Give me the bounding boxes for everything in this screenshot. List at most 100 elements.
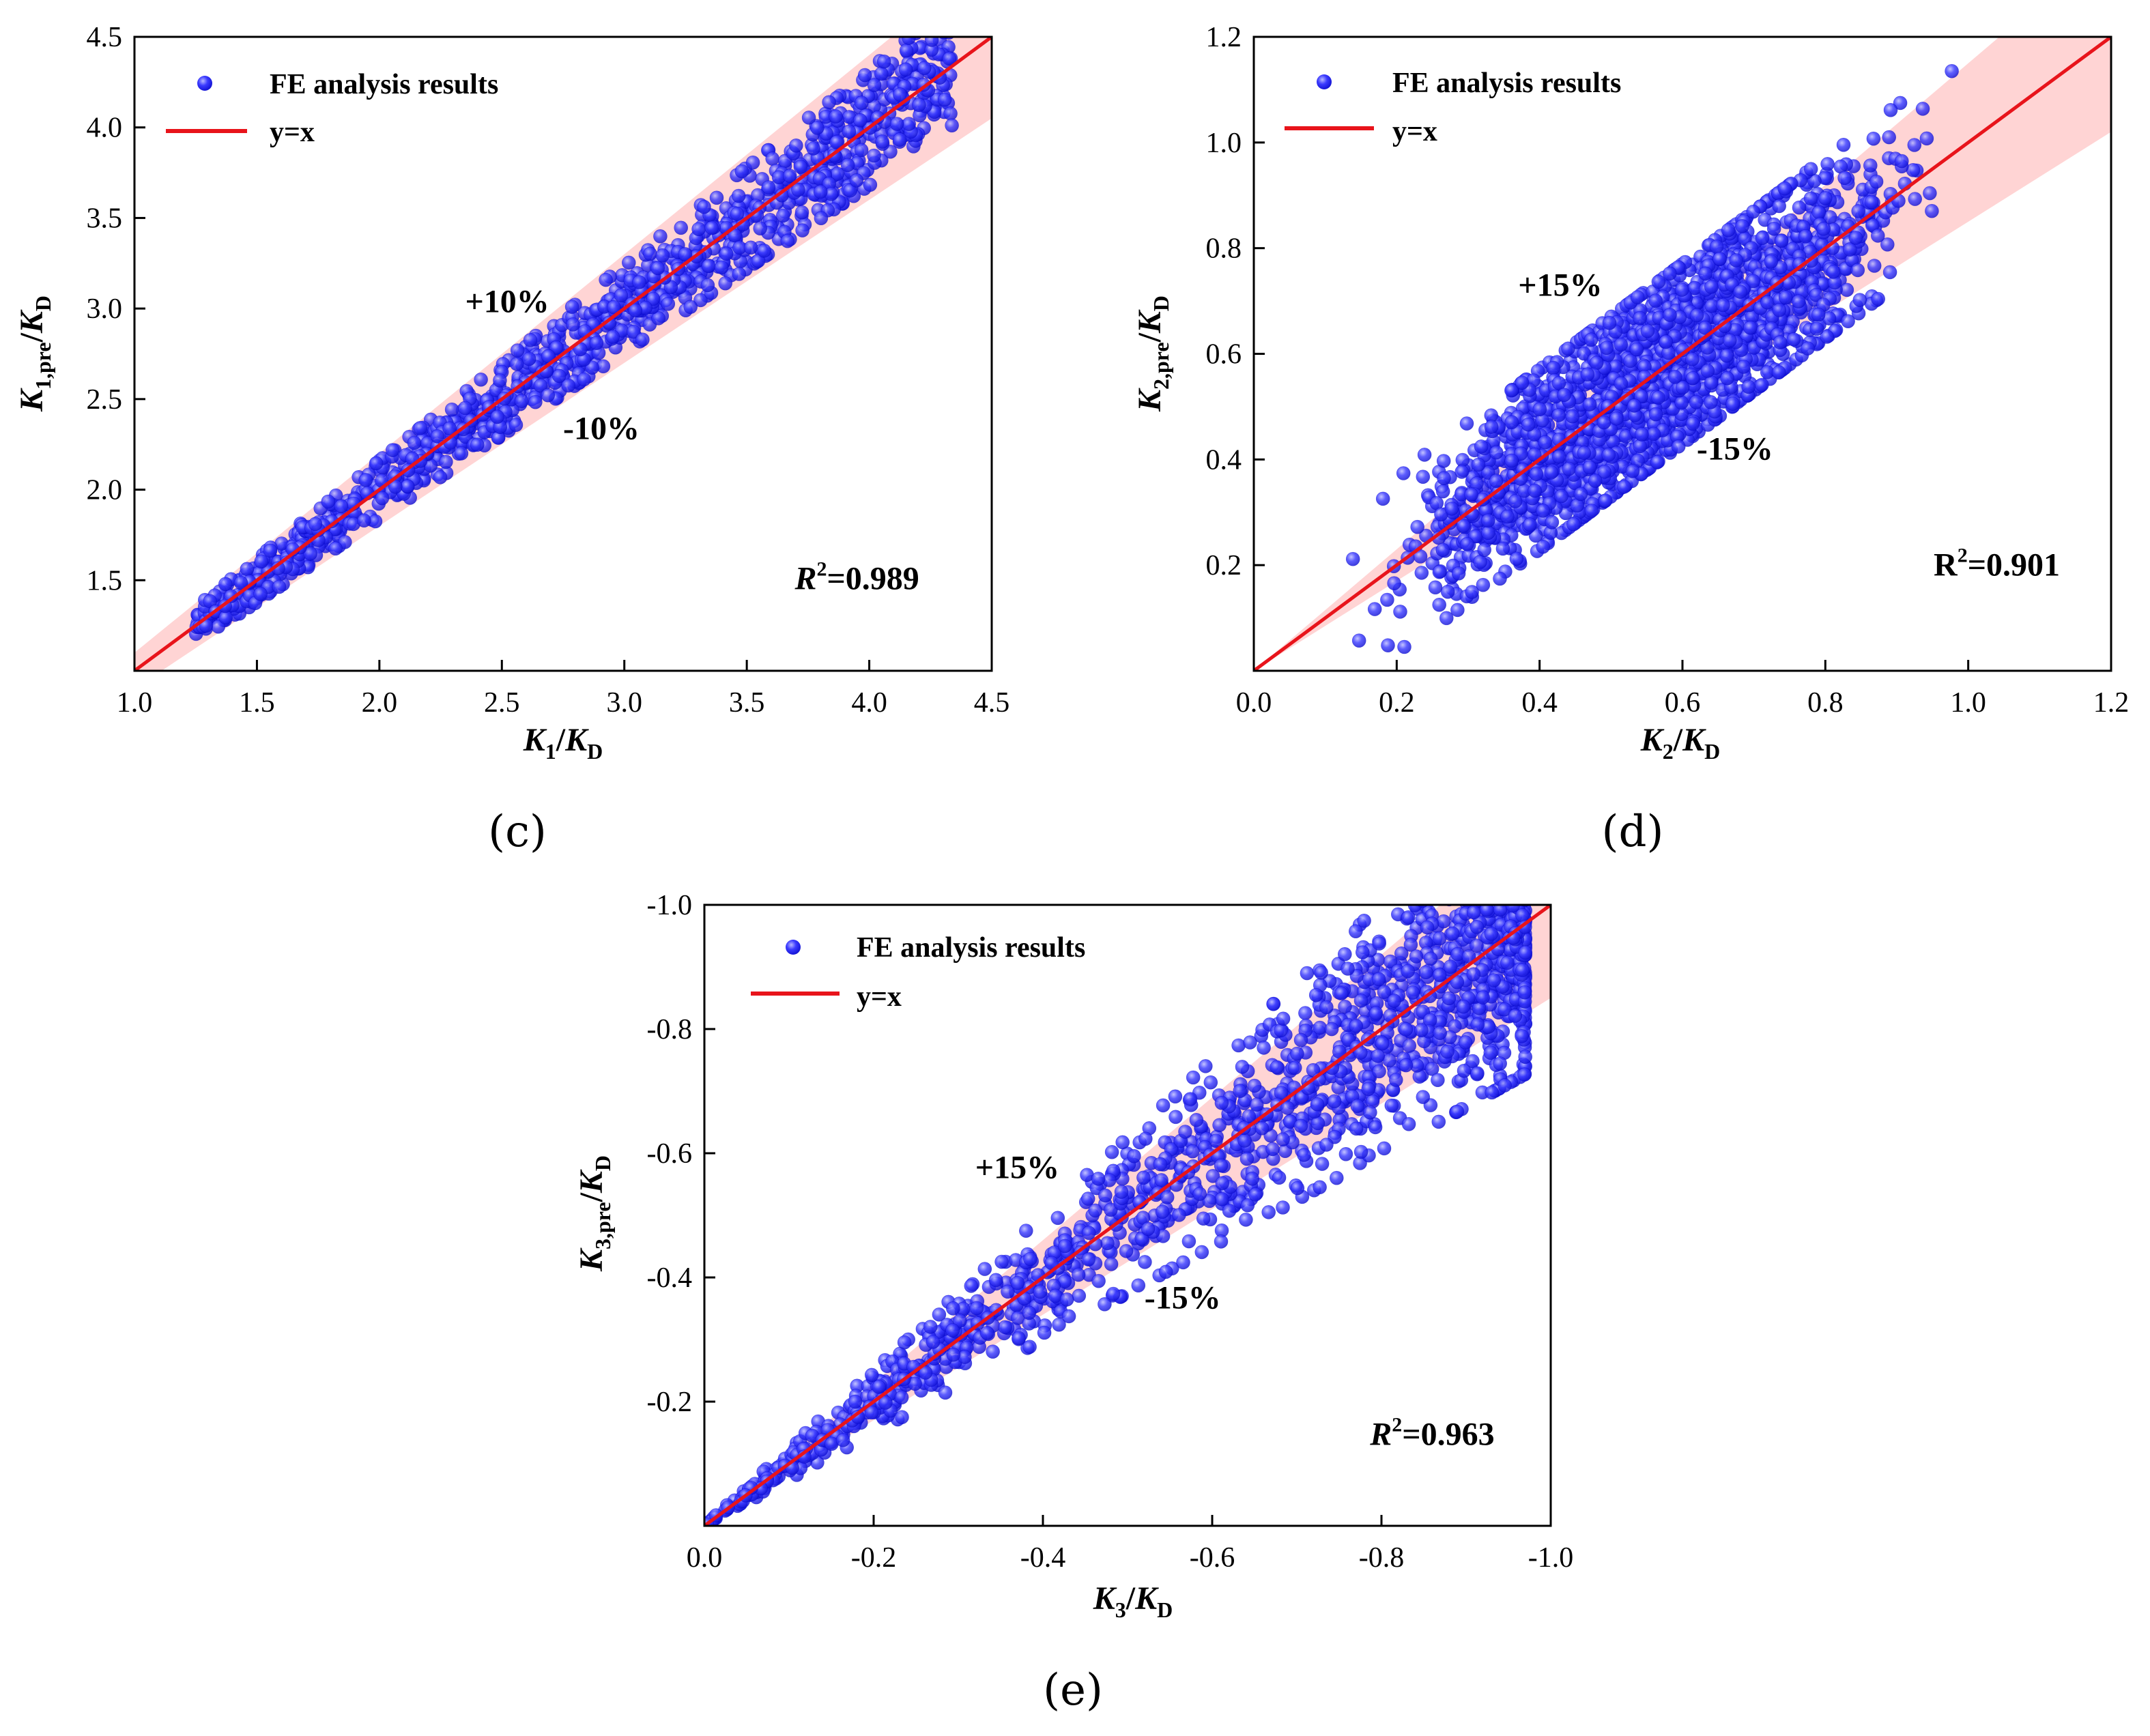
data-point [1659, 334, 1674, 349]
y-axis-title: K2,pre/KD [1132, 295, 1173, 412]
data-point [1577, 446, 1592, 460]
data-point [1517, 864, 1531, 878]
y-tick-label: 4.5 [87, 22, 123, 53]
data-point [1850, 263, 1865, 278]
y-tick-label: 3.0 [87, 293, 123, 325]
data-point [1700, 364, 1715, 378]
data-point [1431, 1114, 1446, 1129]
data-point [1037, 1325, 1052, 1340]
data-point [263, 543, 278, 558]
x-tick-label: 1.2 [2093, 687, 2130, 719]
data-point [1240, 1198, 1255, 1213]
data-point [1614, 337, 1629, 352]
data-point [1502, 848, 1516, 862]
data-point [1372, 936, 1386, 951]
data-point [1131, 1278, 1146, 1292]
data-point [1502, 859, 1515, 873]
data-point [1194, 1245, 1209, 1260]
data-point [1485, 887, 1498, 901]
data-point [743, 240, 758, 255]
data-point [1519, 855, 1532, 869]
data-point [1501, 782, 1515, 796]
data-point [1510, 818, 1523, 831]
data-point [994, 1254, 1009, 1269]
data-point [829, 109, 843, 124]
data-point [1517, 853, 1530, 867]
data-point [1803, 191, 1818, 206]
data-point [789, 139, 803, 153]
data-point [745, 155, 760, 170]
data-point [719, 246, 734, 261]
data-point [867, 78, 882, 92]
data-point [1493, 571, 1507, 586]
data-point [875, 134, 889, 149]
data-point [1867, 259, 1882, 273]
data-point [635, 332, 650, 347]
y-tick-label: 0.8 [1206, 233, 1242, 265]
data-point [1500, 509, 1515, 524]
data-point [1882, 130, 1896, 145]
data-point [1432, 564, 1447, 579]
data-point [1387, 576, 1401, 591]
data-point [1573, 487, 1588, 502]
data-point [1497, 834, 1510, 848]
data-point [1265, 1142, 1280, 1157]
data-point [1507, 884, 1521, 897]
r-squared-var: R [1934, 547, 1958, 583]
data-point [1491, 864, 1505, 878]
data-point [801, 111, 816, 125]
data-point [1599, 341, 1614, 356]
data-point [1864, 194, 1879, 209]
data-point [986, 1344, 1000, 1359]
data-point [1353, 1144, 1368, 1159]
panel-caption: (c) [488, 807, 547, 857]
data-point [1457, 1063, 1472, 1078]
data-point [1353, 994, 1368, 1008]
data-point [829, 135, 844, 149]
data-point [1841, 314, 1855, 329]
data-point [1454, 863, 1468, 877]
data-point [1495, 811, 1508, 825]
data-point [843, 183, 857, 198]
data-point [1237, 1133, 1252, 1148]
data-point [1778, 290, 1793, 305]
data-point [1515, 828, 1529, 842]
data-point [854, 143, 869, 158]
y-title-var: K [14, 388, 50, 412]
data-point [1484, 420, 1499, 434]
data-point [1508, 886, 1521, 900]
data-point [1623, 353, 1637, 368]
data-point [1519, 841, 1532, 855]
r-squared-value: =0.901 [1968, 547, 2060, 583]
data-point [1529, 467, 1544, 482]
data-point [1510, 779, 1524, 792]
data-point [605, 330, 620, 344]
r-squared-exp: 2 [816, 558, 827, 581]
data-point [1138, 1255, 1152, 1269]
data-point [1434, 844, 1448, 858]
data-point [1675, 283, 1689, 297]
data-point [810, 121, 825, 135]
y-title-ref: K [1132, 309, 1168, 334]
data-point [1455, 874, 1469, 888]
data-point [1633, 439, 1647, 454]
data-point [1453, 865, 1467, 878]
data-point [700, 278, 715, 293]
data-point [1512, 864, 1525, 878]
data-point [1791, 294, 1806, 309]
y-title-var-sub: 1,pre [31, 342, 55, 390]
x-axis-title: K2/KD [1640, 722, 1720, 764]
data-point [551, 368, 567, 384]
data-point [988, 1273, 1003, 1288]
data-point [1432, 852, 1446, 865]
data-point [1667, 370, 1682, 384]
data-point [650, 261, 665, 276]
data-point [493, 373, 507, 388]
data-point [1508, 843, 1521, 857]
data-point [1836, 138, 1851, 152]
y-tick-label: 0.2 [1206, 550, 1242, 581]
data-point [1504, 383, 1519, 398]
data-point [509, 357, 524, 371]
data-point [1431, 886, 1444, 899]
